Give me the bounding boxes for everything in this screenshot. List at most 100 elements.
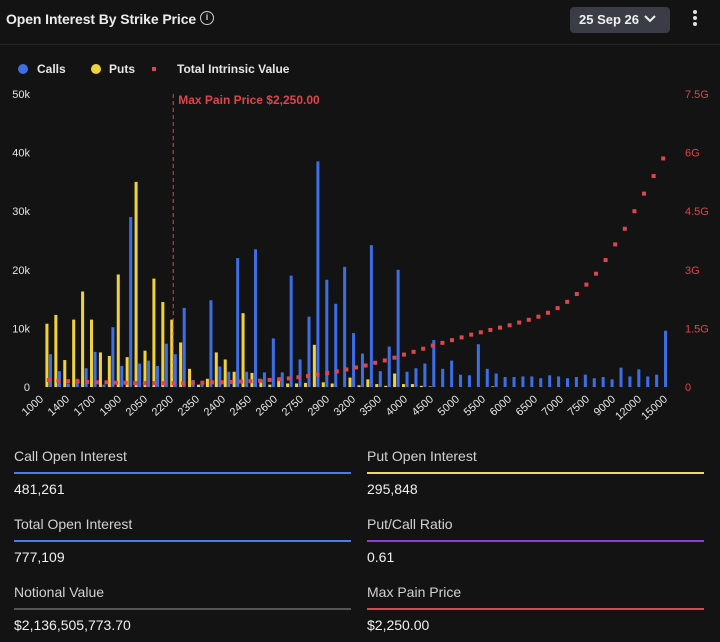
intrinsic-point [392,355,397,360]
intrinsic-point [402,352,406,357]
stat-label: Call Open Interest [14,448,127,464]
x-tick-label: 4000 [384,393,410,418]
x-tick-label: 1700 [72,393,98,418]
expiry-date-select[interactable]: 25 Sep 26 [570,7,670,33]
put-bar [125,357,129,387]
y-right-tick-label: 6G [685,148,700,160]
intrinsic-point [142,381,147,386]
x-tick-label: 2600 [254,393,280,418]
intrinsic-point [517,320,522,325]
call-bar [352,333,356,387]
put-bar [286,383,290,387]
call-bar [574,377,578,387]
intrinsic-point [123,380,128,385]
intrinsic-point [469,332,474,337]
x-tick-label: 15000 [639,393,670,422]
more-options-icon[interactable] [690,9,700,31]
put-bar [161,302,165,387]
intrinsic-point [526,317,531,322]
x-tick-label: 2350 [176,393,202,418]
call-bar [111,327,115,387]
call-bar [637,369,641,387]
intrinsic-point [190,380,195,385]
x-tick-label: 1900 [98,393,124,418]
intrinsic-point [430,343,435,348]
intrinsic-point [238,379,243,384]
put-bar [401,384,406,387]
call-bar [512,377,516,387]
intrinsic-point [498,325,502,330]
intrinsic-point [104,380,109,385]
intrinsic-point [507,323,512,328]
put-bar [393,373,397,387]
call-bar [218,366,222,387]
intrinsic-point [642,191,646,196]
put-bar [54,314,58,387]
call-bar [200,384,204,387]
open-interest-chart: 0 10k 20k 30k 40k 50k 0 1.5G 3G 4.5G 6G 7.5G Max Pai… [12,89,709,423]
call-bar [66,383,70,387]
intrinsic-point [574,292,579,297]
x-tick-label: 2450 [228,393,254,418]
call-bar [459,374,463,387]
call-bar [646,376,650,387]
call-bar [619,367,623,387]
call-bar [521,376,525,387]
intrinsic-point [622,226,627,231]
call-bar [494,373,498,387]
call-bar [227,371,231,387]
call-bar [120,365,124,387]
intrinsic-point [411,349,416,354]
intrinsic-point [603,258,608,263]
call-bar [369,245,373,387]
call-bar [628,376,632,387]
stat-label: Total Open Interest [14,516,133,532]
stat-underline [367,608,704,610]
intrinsic-point [229,379,234,384]
stat-put-oi: Put Open Interest 295,848 [367,448,704,497]
call-bar [610,379,614,387]
stat-underline [367,540,704,542]
y-right-tick-label: 7.5G [685,89,709,101]
intrinsic-point [651,174,656,179]
call-bar [129,217,133,387]
intrinsic-point [258,378,262,383]
y-right-tick-label: 3G [685,265,700,277]
intrinsic-point [584,282,589,287]
x-tick-label: 7500 [566,393,592,418]
call-bar [155,365,159,387]
intrinsic-point [94,380,99,385]
stat-value: 295,848 [367,481,418,497]
call-bar [262,372,266,387]
intrinsic-point [488,327,493,332]
stat-underline [367,472,704,474]
intrinsic-point [85,379,90,384]
expiry-date-label: 25 Sep 26 [579,12,639,27]
put-bar [295,383,299,387]
put-bar [89,319,94,387]
stat-max-pain: Max Pain Price $2,250.00 [367,584,704,633]
x-tick-label: 2200 [150,393,176,418]
y-left-tick-label: 0 [24,382,30,394]
put-bar [188,368,192,387]
call-bar [164,343,168,387]
put-bar [268,384,272,387]
legend-puts-label: Puts [109,62,136,76]
intrinsic-point [56,378,61,383]
intrinsic-point [459,335,464,340]
put-bar [357,385,361,387]
put-bar [348,377,352,387]
call-bar [450,360,454,387]
info-icon[interactable]: i [200,11,214,25]
call-bar [387,346,391,387]
call-bar [316,161,320,387]
call-bar [271,338,275,387]
call-bar [485,368,489,387]
put-bar [196,384,200,387]
call-bar [476,344,480,387]
intrinsic-point [594,271,598,276]
intrinsic-point [219,380,224,385]
call-bar [503,377,507,387]
intrinsic-point [565,299,570,304]
call-bar [405,371,409,387]
